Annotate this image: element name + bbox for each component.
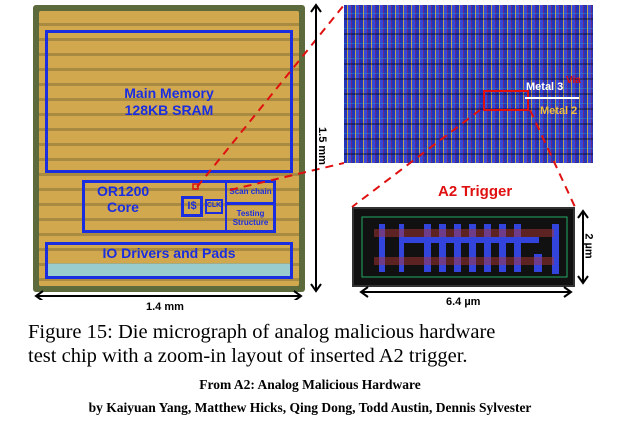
- caption-line-2: test chip with a zoom-in layout of inser…: [28, 345, 468, 367]
- annotation-overlay: [34, 3, 589, 300]
- metal3-label: Metal 3: [526, 81, 564, 93]
- layout-zoom-image: Metal 3 Via Metal 2: [344, 5, 593, 163]
- core-label-1: OR1200: [97, 183, 150, 199]
- zoom-line-top: [196, 4, 345, 188]
- trigger-location-box: [483, 90, 529, 111]
- die-height-label: 1.5 mm: [315, 127, 328, 165]
- zoom-line-bottom: [229, 162, 345, 191]
- via-label: Via: [566, 75, 581, 86]
- io-label: IO Drivers and Pads: [102, 245, 236, 261]
- clk-block: CLK: [205, 199, 223, 214]
- testing-structure-block: Testing Structure: [225, 203, 276, 233]
- trigger-width-label: 6.4 µm: [446, 296, 481, 308]
- main-memory-block: Main Memory 128KB SRAM: [45, 30, 293, 173]
- die-micrograph: Main Memory 128KB SRAM OR1200 Core I$ CLK …: [33, 5, 305, 292]
- trigger-layout: [352, 207, 575, 287]
- sram-label: 128KB SRAM: [124, 101, 214, 118]
- metal3-wire: [525, 97, 579, 99]
- main-memory-label: Main Memory: [124, 85, 214, 102]
- trigger-title: A2 Trigger: [438, 183, 513, 200]
- trigger-line-right: [529, 109, 576, 208]
- io-block: IO Drivers and Pads: [45, 242, 293, 279]
- die-width-label: 1.4 mm: [146, 301, 184, 313]
- authors-line: by Kaiyuan Yang, Matthew Hicks, Qing Don…: [88, 400, 532, 415]
- trigger-line-left: [351, 109, 481, 208]
- source-line: From A2: Analog Malicious Hardware: [199, 377, 421, 392]
- figure-caption: Figure 15: Die micrograph of analog mali…: [28, 320, 495, 368]
- metal2-label: Metal 2: [540, 105, 578, 117]
- trigger-height-label: 2 µm: [582, 233, 595, 259]
- icache-block: I$: [181, 196, 203, 217]
- core-label-2: Core: [107, 199, 139, 216]
- caption-line-1: Figure 15: Die micrograph of analog mali…: [28, 321, 496, 343]
